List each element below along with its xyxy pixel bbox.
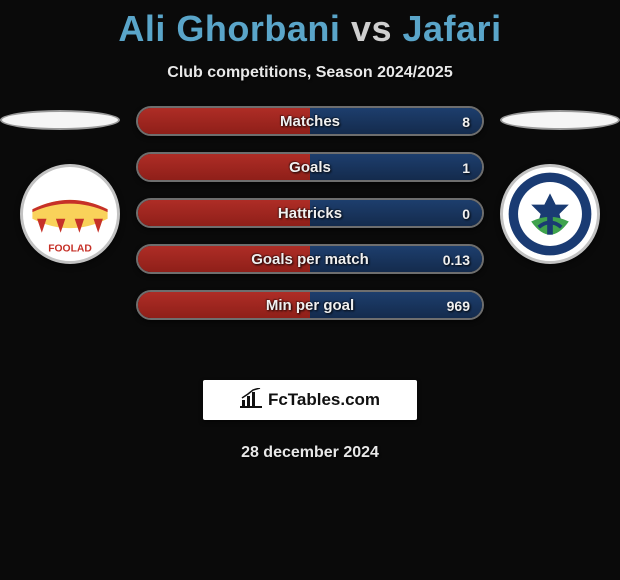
stat-value-p2: 969 [435, 292, 482, 318]
stat-label: Matches [138, 108, 482, 134]
stat-row: Matches8 [136, 106, 484, 136]
comparison-stage: FOOLAD Matches8 Goals1 Hattricks0 Goals per… [0, 110, 620, 360]
player1-name: Ali Ghorbani [118, 8, 340, 49]
brand-text: FcTables.com [268, 390, 380, 410]
comparison-title: Ali Ghorbani vs Jafari [0, 0, 620, 50]
stat-label: Min per goal [138, 292, 482, 318]
stat-row: Hattricks0 [136, 198, 484, 228]
vs-label: vs [351, 8, 392, 49]
player1-club-badge: FOOLAD [20, 164, 120, 264]
stat-value-p2: 1 [450, 154, 482, 180]
stats-list: Matches8 Goals1 Hattricks0 Goals per match0… [136, 106, 484, 320]
stat-label: Hattricks [138, 200, 482, 226]
player2-photo-placeholder [500, 110, 620, 130]
stat-row: Min per goal969 [136, 290, 484, 320]
stat-value-p2: 0.13 [431, 246, 482, 272]
date-stamp: 28 december 2024 [0, 444, 620, 462]
brand-chart-icon [240, 388, 262, 413]
player2-club-badge [500, 164, 600, 264]
stat-row: Goals per match0.13 [136, 244, 484, 274]
stat-value-p2: 8 [450, 108, 482, 134]
player1-photo-placeholder [0, 110, 120, 130]
svg-text:FOOLAD: FOOLAD [48, 244, 92, 255]
player2-name: Jafari [403, 8, 502, 49]
brand-watermark: FcTables.com [203, 380, 417, 420]
subtitle: Club competitions, Season 2024/2025 [0, 64, 620, 82]
stat-value-p2: 0 [450, 200, 482, 226]
stat-label: Goals [138, 154, 482, 180]
stat-row: Goals1 [136, 152, 484, 182]
